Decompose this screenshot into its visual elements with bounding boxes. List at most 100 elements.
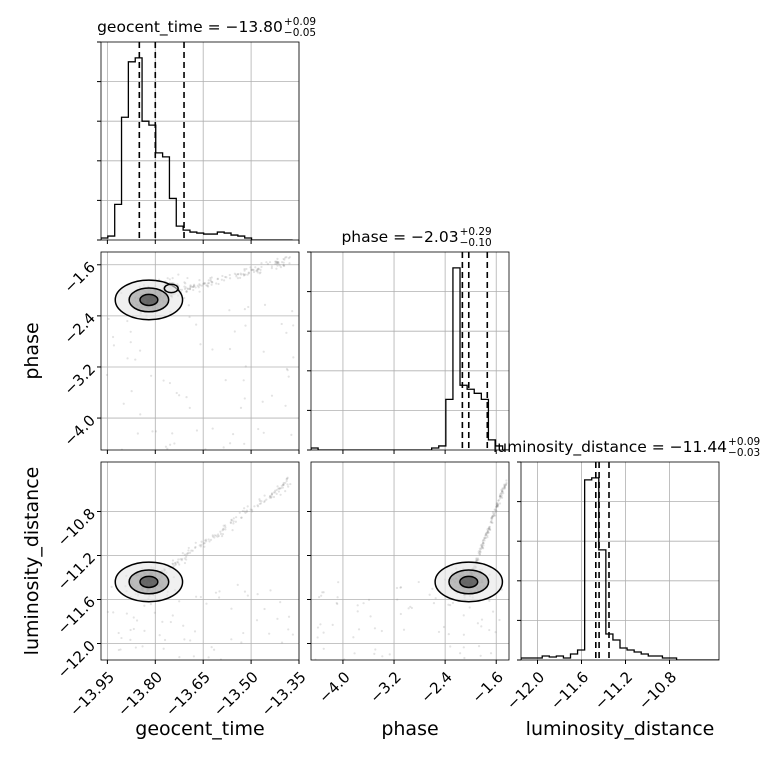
sample-point	[492, 513, 496, 516]
sample-point	[241, 509, 244, 513]
sample-point	[177, 273, 180, 276]
sample-point	[486, 529, 489, 533]
sample-point	[243, 269, 246, 272]
sample-point	[240, 516, 243, 519]
sample-point	[266, 262, 270, 266]
sample-point	[292, 324, 295, 327]
sample-point	[256, 269, 259, 272]
sample-point	[477, 552, 480, 555]
sample-point	[193, 284, 196, 287]
sample-point	[485, 532, 488, 535]
sample-point	[503, 487, 506, 490]
sample-point	[222, 446, 225, 449]
x-tick-label: −13.35	[258, 668, 310, 720]
sample-point	[417, 580, 420, 584]
sample-point	[199, 545, 202, 548]
sample-point	[217, 596, 221, 599]
sample-point	[198, 544, 201, 547]
sample-point	[187, 549, 190, 552]
sample-point	[169, 443, 172, 446]
sample-point	[495, 505, 498, 509]
sample-point	[183, 285, 186, 288]
sample-point	[491, 515, 494, 518]
sample-point	[367, 598, 371, 601]
sample-point	[242, 631, 245, 635]
sample-point	[477, 645, 481, 648]
sample-point	[170, 281, 173, 285]
sample-point	[495, 505, 498, 508]
sample-point	[499, 492, 503, 495]
sample-point	[501, 489, 504, 493]
sample-point	[117, 631, 120, 635]
sample-point	[185, 553, 188, 556]
sample-point	[255, 619, 259, 622]
sample-point	[215, 282, 218, 285]
sample-point	[279, 493, 282, 496]
sample-point	[484, 532, 488, 535]
panel-title: luminosity_distance = −11.44 +0.09−0.03	[493, 436, 760, 459]
sample-point	[410, 606, 413, 610]
sample-point	[200, 540, 203, 543]
sample-point	[221, 533, 225, 536]
sample-point	[275, 488, 278, 492]
y-tick-label: −3.2	[61, 360, 99, 398]
panel-title: phase = −2.03 +0.29−0.10	[341, 226, 491, 249]
sample-point	[176, 283, 179, 286]
sample-point	[287, 256, 290, 260]
sample-point	[210, 276, 213, 279]
sample-point	[489, 528, 492, 532]
sample-point	[178, 600, 181, 603]
y-tick-label: −10.8	[54, 505, 99, 550]
sample-point	[285, 367, 289, 371]
sample-point	[245, 510, 248, 513]
sample-point	[343, 658, 346, 660]
x-tick-label: −11.6	[547, 668, 592, 713]
sample-point	[494, 631, 497, 634]
sample-point	[246, 273, 249, 276]
sample-point	[451, 601, 455, 605]
sample-point	[211, 427, 214, 430]
sample-point	[282, 264, 285, 267]
x-axis-label: geocent_time	[135, 718, 264, 740]
sample-point	[275, 261, 279, 264]
sample-point	[158, 634, 161, 637]
sample-point	[197, 286, 200, 289]
sample-point	[283, 258, 286, 261]
sample-point	[491, 511, 495, 514]
title-main: luminosity_distance = −11.44	[493, 438, 727, 457]
sample-point	[184, 282, 187, 285]
sample-point	[279, 600, 282, 604]
sample-point	[497, 499, 500, 502]
sample-point	[287, 628, 290, 631]
sample-point	[498, 502, 502, 505]
sample-point	[257, 267, 260, 270]
sample-point	[110, 585, 113, 588]
sample-point	[501, 490, 504, 493]
sample-point	[282, 261, 285, 264]
sample-point	[496, 504, 499, 508]
sample-point	[488, 525, 491, 529]
sample-point	[270, 267, 273, 270]
sample-point	[431, 587, 434, 590]
sample-point	[402, 628, 406, 631]
sample-point	[192, 285, 195, 288]
sample-point	[216, 533, 220, 536]
sample-point	[243, 308, 246, 311]
sample-point	[125, 612, 128, 615]
sample-point	[282, 483, 285, 486]
sample-point	[331, 623, 334, 626]
title-sub: −0.05	[284, 27, 316, 39]
sample-point	[286, 477, 289, 480]
sample-point	[276, 485, 279, 488]
sample-point	[138, 349, 142, 352]
sample-point	[280, 487, 283, 490]
sample-point	[463, 656, 466, 660]
sample-point	[292, 356, 295, 359]
panel-2-2	[517, 461, 720, 664]
sample-point	[280, 322, 283, 326]
contours	[114, 279, 184, 321]
sample-point	[132, 616, 135, 619]
sample-point	[493, 511, 496, 515]
sample-point	[399, 586, 402, 589]
